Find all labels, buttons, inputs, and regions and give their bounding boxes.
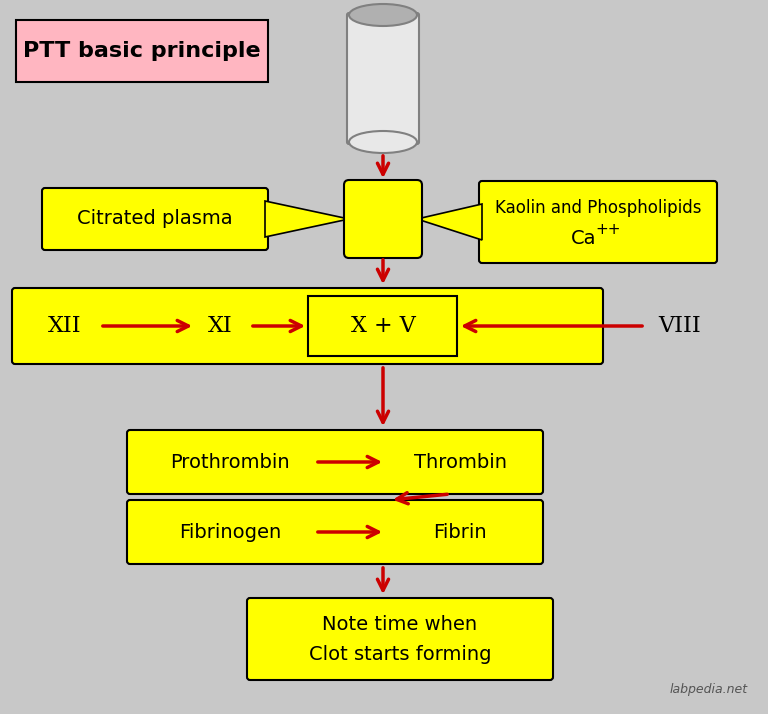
- FancyBboxPatch shape: [127, 430, 543, 494]
- Text: PTT basic principle: PTT basic principle: [23, 41, 261, 61]
- Polygon shape: [417, 204, 482, 240]
- Text: Prothrombin: Prothrombin: [170, 453, 290, 471]
- Text: labpedia.net: labpedia.net: [670, 683, 748, 696]
- FancyBboxPatch shape: [347, 13, 419, 144]
- FancyBboxPatch shape: [42, 188, 268, 250]
- FancyBboxPatch shape: [344, 180, 422, 258]
- FancyBboxPatch shape: [127, 500, 543, 564]
- Text: VIII: VIII: [659, 315, 701, 337]
- Text: Ca: Ca: [571, 228, 597, 248]
- FancyBboxPatch shape: [16, 20, 268, 82]
- Text: Citrated plasma: Citrated plasma: [78, 209, 233, 228]
- FancyBboxPatch shape: [12, 288, 603, 364]
- FancyBboxPatch shape: [479, 181, 717, 263]
- Polygon shape: [265, 201, 349, 237]
- FancyBboxPatch shape: [308, 296, 457, 356]
- Text: Fibrin: Fibrin: [433, 523, 487, 541]
- Text: XI: XI: [207, 315, 233, 337]
- Ellipse shape: [349, 131, 417, 153]
- Text: Fibrinogen: Fibrinogen: [179, 523, 281, 541]
- Text: Kaolin and Phospholipids: Kaolin and Phospholipids: [495, 199, 701, 217]
- Text: XII: XII: [48, 315, 82, 337]
- FancyBboxPatch shape: [247, 598, 553, 680]
- Text: Clot starts forming: Clot starts forming: [309, 645, 492, 665]
- Text: X + V: X + V: [350, 315, 415, 337]
- Text: Note time when: Note time when: [323, 615, 478, 635]
- Text: Thrombin: Thrombin: [413, 453, 507, 471]
- Ellipse shape: [349, 4, 417, 26]
- Text: ++: ++: [595, 223, 621, 238]
